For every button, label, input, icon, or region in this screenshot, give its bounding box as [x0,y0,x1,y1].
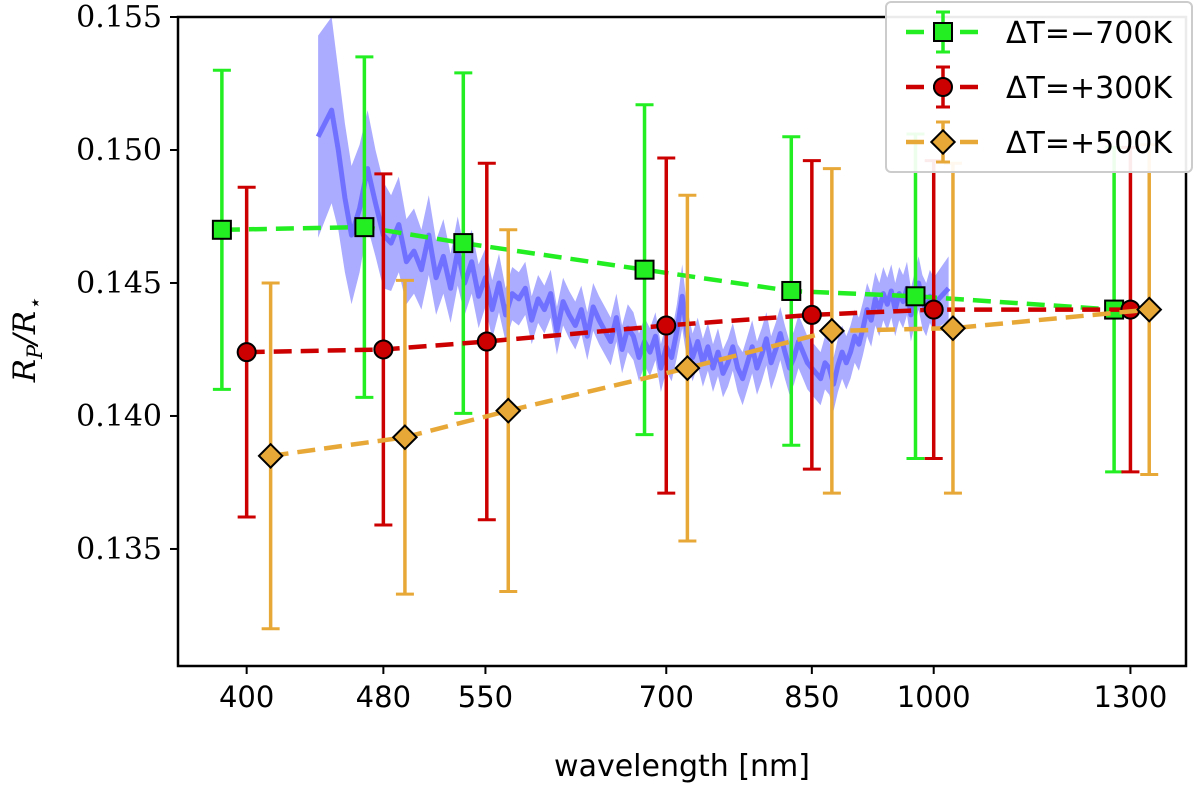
data-point [923,299,944,320]
series-3 [257,143,1163,631]
data-point [939,315,967,342]
y-axis-title-den: R [7,311,43,335]
y-axis-title-slash: / [7,332,43,348]
data-point [236,342,257,363]
series-layer [211,55,1163,631]
data-point [476,331,497,352]
data-point [634,259,655,280]
axes-layer: 0.135 0.140 0.145 0.150 0.155 400 480 550 700 850… [76,0,1167,714]
y-axis-title-den-sub: ⋆ [23,298,47,311]
legend-entry-3: ΔT=+500K [906,120,1173,164]
series-1 [211,55,1125,474]
y-tick-label: 0.140 [76,399,162,434]
x-tick-label: 1300 [1094,680,1168,714]
data-point [781,280,802,301]
y-tick-label: 0.135 [76,532,162,567]
x-tick-label: 1000 [897,680,971,714]
data-point [453,233,474,254]
legend-box [885,1,1193,173]
x-axis-title: wavelength [nm] [554,749,810,784]
legend-label: ΔT=−700K [1006,16,1173,51]
legend-label: ΔT=+500K [1006,126,1173,161]
x-tick-label: 700 [639,680,694,714]
data-point [391,424,419,451]
y-axis-title-num-sub: P [23,344,47,360]
x-tick-label: 480 [356,680,411,714]
data-point [801,304,822,325]
x-tick-label: 550 [458,680,513,714]
legend-marker [933,77,953,97]
data-point [373,339,394,360]
data-point [1136,296,1163,323]
series-2 [236,145,1141,527]
spectrum-uncertainty-band [318,17,949,411]
svg-text:RP/R⋆: RP/R⋆ [7,298,47,383]
plot-frame [176,15,1188,668]
y-axis-title-num: R [7,359,43,383]
y-tick-label: 0.145 [76,266,162,301]
data-point [257,442,284,469]
x-tick-label: 850 [784,680,839,714]
legend: ΔT=−700K ΔT=+300K ΔT=+500K [885,1,1193,173]
legend-entry-2: ΔT=+300K [906,65,1173,109]
data-point [495,397,522,424]
legend-entry-1: ΔT=−700K [906,10,1173,54]
data-point [656,315,677,336]
y-tick-label: 0.150 [76,133,162,168]
legend-label: ΔT=+300K [1006,71,1173,106]
x-tick-label: 400 [219,680,274,714]
legend-marker [929,128,957,156]
data-point [211,219,232,240]
data-point [905,286,926,307]
data-point [818,317,845,344]
legend-marker [933,22,953,42]
y-axis-title: RP/R⋆ [7,298,47,383]
data-point [354,217,375,238]
data-point [674,354,701,382]
y-tick-label: 0.155 [76,0,162,35]
